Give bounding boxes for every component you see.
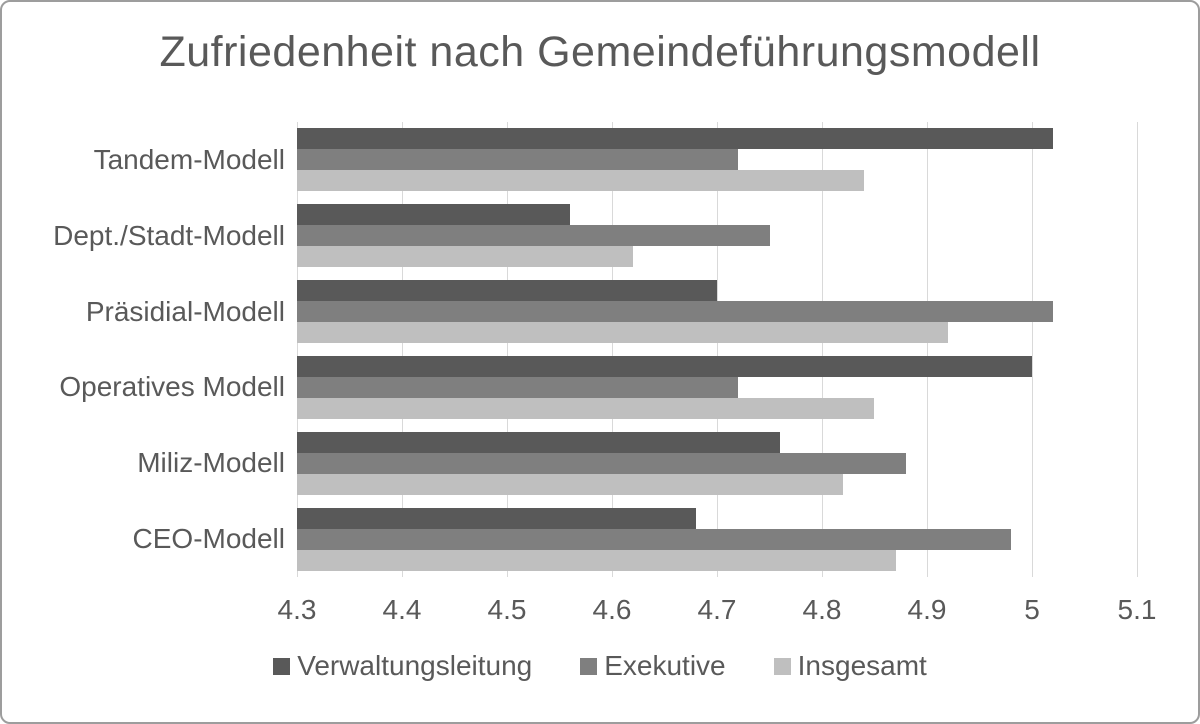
bar-miliz-modell-verwaltungsleitung [297,432,780,453]
bar-dept-stadt-modell-verwaltungsleitung [297,204,570,225]
bar-operatives-modell-insgesamt [297,398,874,419]
bar-ceo-modell-insgesamt [297,550,896,571]
gridline [507,122,508,577]
bar-operatives-modell-exekutive [297,377,738,398]
bar-dept-stadt-modell-insgesamt [297,246,633,267]
bar-operatives-modell-verwaltungsleitung [297,356,1032,377]
x-tick-label: 4.4 [382,594,422,625]
category-label-ceo-modell: CEO-Modell [132,523,285,554]
gridline [297,122,298,577]
legend-label: Insgesamt [797,650,927,681]
legend: Verwaltungsleitung Exekutive Insgesamt [2,650,1198,682]
bar-ceo-modell-exekutive [297,529,1011,550]
gridline [927,122,928,577]
chart-title: Zufriedenheit nach Gemeindeführungsmodel… [159,28,1041,76]
gridline [1032,122,1033,577]
bar-tandem-modell-verwaltungsleitung [297,128,1053,149]
category-label-tandem-modell: Tandem-Modell [93,144,285,175]
legend-item-exekutive: Exekutive [580,650,726,682]
bar-pr-sidial-modell-insgesamt [297,322,948,343]
category-label-operatives-modell: Operatives Modell [59,371,285,402]
bar-tandem-modell-exekutive [297,149,738,170]
legend-item-verwaltungsleitung: Verwaltungsleitung [273,650,532,682]
x-tick-label: 4.6 [592,594,632,625]
x-tick-label: 5.1 [1117,594,1157,625]
legend-label: Exekutive [604,650,726,681]
bar-miliz-modell-insgesamt [297,474,843,495]
category-label-miliz-modell: Miliz-Modell [137,447,285,478]
bar-tandem-modell-insgesamt [297,170,864,191]
legend-swatch-icon [273,657,291,675]
gridline [717,122,718,577]
bar-dept-stadt-modell-exekutive [297,225,770,246]
x-tick-label: 5 [1024,594,1040,625]
gridline [1137,122,1138,577]
bar-pr-sidial-modell-exekutive [297,301,1053,322]
plot-area [297,122,1138,577]
legend-swatch-icon [580,657,598,675]
x-tick-label: 4.3 [277,594,317,625]
gridline [402,122,403,577]
x-axis-labels: 4.3 4.4 4.5 4.6 4.7 4.8 4.9 5 5.1 [278,594,1157,630]
category-labels: Tandem-Modell Dept./Stadt-Modell Präsidial… [26,122,285,577]
gridline [822,122,823,577]
category-label-dept-stadt-modell: Dept./Stadt-Modell [53,220,285,251]
legend-item-insgesamt: Insgesamt [773,650,927,682]
x-tick-label: 4.7 [697,594,737,625]
bar-pr-sidial-modell-verwaltungsleitung [297,280,717,301]
category-label-pr-sidial-modell: Präsidial-Modell [85,296,285,327]
x-tick-label: 4.9 [907,594,947,625]
x-tick-label: 4.8 [802,594,842,625]
bar-ceo-modell-verwaltungsleitung [297,508,696,529]
x-tick-label: 4.5 [487,594,527,625]
legend-swatch-icon [773,657,791,675]
gridline [612,122,613,577]
legend-label: Verwaltungsleitung [297,650,533,681]
bar-miliz-modell-exekutive [297,453,906,474]
